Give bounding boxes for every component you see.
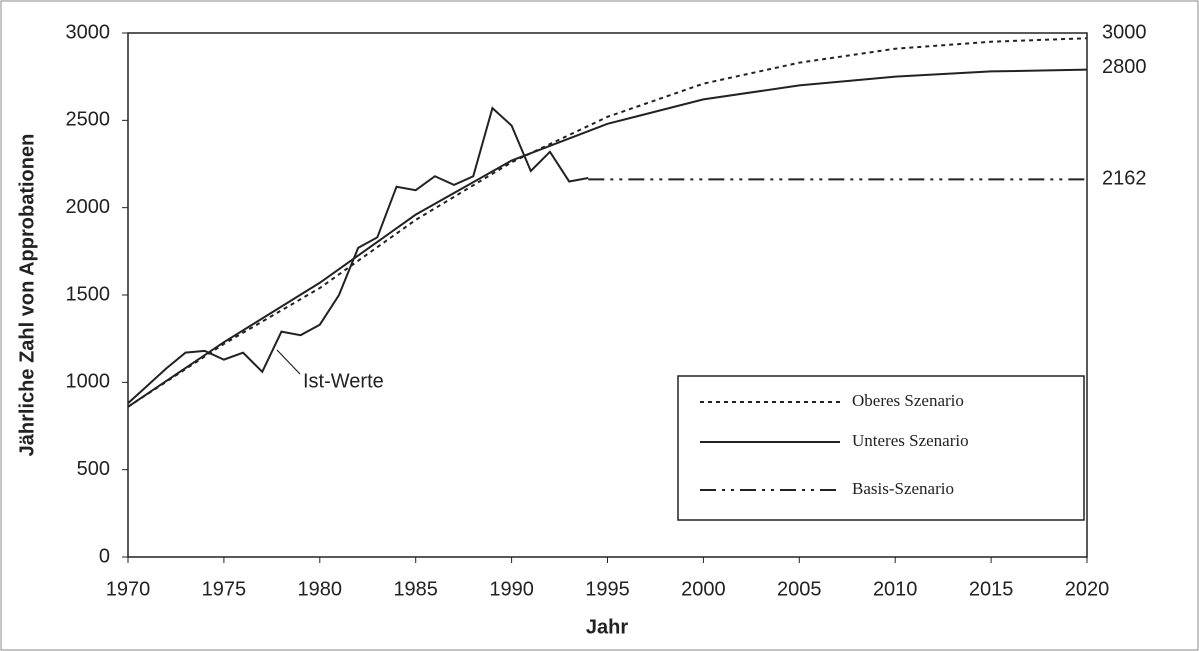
x-tick-label: 1990 <box>489 578 534 600</box>
legend-label: Unteres Szenario <box>852 431 969 450</box>
x-tick-label: 1970 <box>106 578 151 600</box>
x-tick-label: 2015 <box>969 578 1014 600</box>
series-annotation: Ist-Werte <box>303 370 384 392</box>
x-axis-label: Jahr <box>586 616 628 638</box>
legend-label: Oberes Szenario <box>852 391 964 410</box>
series-line <box>127 106 589 405</box>
y-axis-label: Jährliche Zahl von Approbationen <box>16 134 38 457</box>
y-tick-label: 1500 <box>66 283 111 305</box>
y-tick-label: 2500 <box>66 109 111 131</box>
legend-box <box>677 375 1085 521</box>
series-line <box>127 37 1088 408</box>
annotation-leader <box>276 349 301 375</box>
y-tick-label: 3000 <box>66 21 111 43</box>
y-tick-label: 1000 <box>66 371 111 393</box>
series-line <box>127 68 1088 408</box>
x-tick-label: 2010 <box>873 578 918 600</box>
end-label: 3000 <box>1102 21 1147 43</box>
x-tick-label: 2000 <box>681 578 726 600</box>
y-tick-label: 2000 <box>66 196 111 218</box>
x-tick-label: 1995 <box>585 578 630 600</box>
y-tick-label: 500 <box>77 458 110 480</box>
x-tick-label: 1980 <box>298 578 343 600</box>
legend-label: Basis-Szenario <box>852 479 954 498</box>
x-tick-label: 1985 <box>393 578 438 600</box>
end-label: 2800 <box>1102 56 1147 78</box>
y-tick-label: 0 <box>99 545 110 567</box>
end-label: 2162 <box>1102 168 1147 190</box>
x-tick-label: 2020 <box>1065 578 1110 600</box>
x-tick-label: 2005 <box>777 578 822 600</box>
x-tick-label: 1975 <box>202 578 247 600</box>
